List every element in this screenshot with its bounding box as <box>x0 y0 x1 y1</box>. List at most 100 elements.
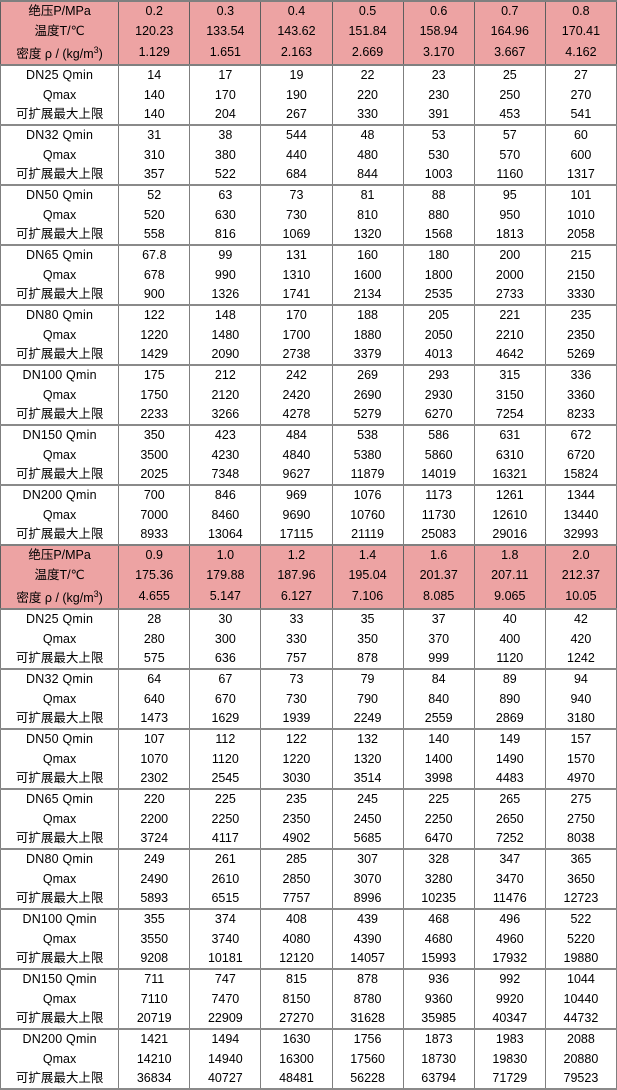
table-row: 可扩展最大上限 357 522 684 844 1003 1160 1317 <box>0 165 617 186</box>
row-label-qmax: Qmax <box>0 749 120 770</box>
row-label-qmax: Qmax <box>0 145 120 166</box>
data-cell: 12610 <box>473 505 546 526</box>
header-row-density-1: 密度 ρ / (kg/m3) 4.655 5.147 6.127 7.106 8.085 9… <box>0 585 617 611</box>
data-cell: 2150 <box>544 265 617 286</box>
data-cell: 700 <box>118 484 191 506</box>
row-label-qmax: Qmax <box>0 205 120 226</box>
data-cell: 757 <box>260 649 333 670</box>
data-cell: 300 <box>189 629 262 650</box>
data-cell: 355 <box>118 908 191 930</box>
data-cell: 8038 <box>544 829 617 850</box>
data-cell: 2738 <box>260 345 333 366</box>
data-cell: 170 <box>189 85 262 106</box>
row-label-dn-qmin: DN200 Qmin <box>0 484 120 506</box>
data-cell: 20719 <box>118 1009 191 1030</box>
data-cell: 6470 <box>402 829 475 850</box>
data-cell: 4080 <box>260 929 333 950</box>
header-density-value: 3.170 <box>402 41 475 67</box>
data-cell: 140 <box>118 85 191 106</box>
row-label-expandable-max: 可扩展最大上限 <box>0 165 120 186</box>
data-cell: 374 <box>189 908 262 930</box>
data-cell: 484 <box>260 424 333 446</box>
data-cell: 1630 <box>260 1028 333 1050</box>
data-cell: 1429 <box>118 345 191 366</box>
data-cell: 1800 <box>402 265 475 286</box>
data-cell: 575 <box>118 649 191 670</box>
data-cell: 215 <box>544 244 617 266</box>
data-cell: 1070 <box>118 749 191 770</box>
data-cell: 261 <box>189 848 262 870</box>
data-cell: 11476 <box>473 889 546 910</box>
table-row: Qmax 280 300 330 350 370 400 420 <box>0 629 617 650</box>
data-cell: 420 <box>544 629 617 650</box>
data-cell: 3500 <box>118 445 191 466</box>
data-cell: 347 <box>473 848 546 870</box>
data-cell: 1494 <box>189 1028 262 1050</box>
row-label-expandable-max: 可扩展最大上限 <box>0 225 120 246</box>
data-cell: 878 <box>331 968 404 990</box>
data-cell: 20880 <box>544 1049 617 1070</box>
data-cell: 16300 <box>260 1049 333 1070</box>
data-cell: 170 <box>260 304 333 326</box>
data-cell: 408 <box>260 908 333 930</box>
data-cell: 1317 <box>544 165 617 186</box>
data-cell: 1173 <box>402 484 475 506</box>
row-label-dn-qmin: DN50 Qmin <box>0 728 120 750</box>
data-cell: 684 <box>260 165 333 186</box>
data-cell: 538 <box>331 424 404 446</box>
data-cell: 2650 <box>473 809 546 830</box>
data-cell: 57 <box>473 124 546 146</box>
data-cell: 15824 <box>544 465 617 486</box>
data-cell: 2535 <box>402 285 475 306</box>
table-row: 可扩展最大上限 140 204 267 330 391 453 541 <box>0 105 617 126</box>
table-row: DN50 Qmin 52 63 73 81 88 95 101 <box>0 184 617 206</box>
data-cell: 101 <box>544 184 617 206</box>
row-label-expandable-max: 可扩展最大上限 <box>0 889 120 910</box>
data-cell: 2302 <box>118 769 191 790</box>
data-cell: 330 <box>260 629 333 650</box>
row-label-expandable-max: 可扩展最大上限 <box>0 405 120 426</box>
data-cell: 3330 <box>544 285 617 306</box>
data-cell: 2250 <box>189 809 262 830</box>
header-label-temperature: 温度T/℃ <box>0 21 120 41</box>
data-cell: 9920 <box>473 989 546 1010</box>
row-label-dn-qmin: DN32 Qmin <box>0 124 120 146</box>
header-temperature-value: 120.23 <box>118 21 191 41</box>
row-label-qmax: Qmax <box>0 85 120 106</box>
data-cell: 2610 <box>189 869 262 890</box>
table-row: DN80 Qmin 249 261 285 307 328 347 365 <box>0 848 617 870</box>
table-row: 可扩展最大上限 1473 1629 1939 2249 2559 2869 3180 <box>0 709 617 730</box>
row-label-dn-qmin: DN200 Qmin <box>0 1028 120 1050</box>
data-cell: 6720 <box>544 445 617 466</box>
row-label-dn-qmin: DN150 Qmin <box>0 968 120 990</box>
data-cell: 42 <box>544 608 617 630</box>
header-pressure-value: 2.0 <box>544 544 617 566</box>
data-cell: 815 <box>260 968 333 990</box>
table-row: 可扩展最大上限 3724 4117 4902 5685 6470 7252 8038 <box>0 829 617 850</box>
table-row: 可扩展最大上限 36834 40727 48481 56228 63794 71729 795… <box>0 1069 617 1090</box>
data-cell: 522 <box>189 165 262 186</box>
header-temperature-value: 170.41 <box>544 21 617 41</box>
data-cell: 310 <box>118 145 191 166</box>
data-cell: 2233 <box>118 405 191 426</box>
data-cell: 35985 <box>402 1009 475 1030</box>
data-cell: 307 <box>331 848 404 870</box>
data-cell: 1160 <box>473 165 546 186</box>
header-temperature-value: 164.96 <box>473 21 546 41</box>
data-cell: 1076 <box>331 484 404 506</box>
data-cell: 9690 <box>260 505 333 526</box>
row-label-dn-qmin: DN32 Qmin <box>0 668 120 690</box>
data-cell: 17560 <box>331 1049 404 1070</box>
data-cell: 2350 <box>544 325 617 346</box>
data-cell: 5893 <box>118 889 191 910</box>
data-cell: 29016 <box>473 525 546 546</box>
data-cell: 890 <box>473 689 546 710</box>
table-row: DN32 Qmin 31 38 544 48 53 57 60 <box>0 124 617 146</box>
data-cell: 265 <box>473 788 546 810</box>
table-row: Qmax 2200 2250 2350 2450 2250 2650 2750 <box>0 809 617 830</box>
data-cell: 112 <box>189 728 262 750</box>
data-cell: 900 <box>118 285 191 306</box>
data-cell: 18730 <box>402 1049 475 1070</box>
data-cell: 357 <box>118 165 191 186</box>
